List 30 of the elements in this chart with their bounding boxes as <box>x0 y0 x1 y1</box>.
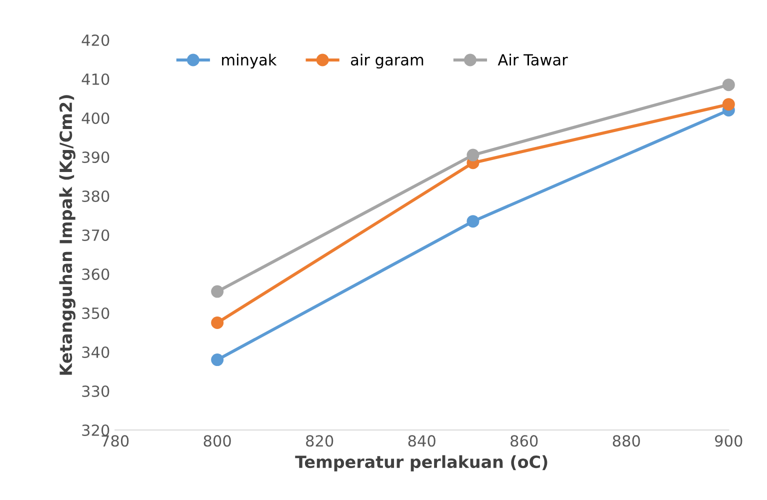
y-tick-label: 380 <box>82 190 110 202</box>
y-tick-label: 410 <box>82 73 110 86</box>
y-tick-label: 360 <box>82 268 110 280</box>
x-tick-label: 900 <box>715 435 742 447</box>
legend-label: Air Tawar <box>498 54 568 66</box>
y-tick-label: 390 <box>82 151 110 164</box>
x-tick-label: 820 <box>306 435 334 447</box>
x-axis-title: Temperatur perlakuan (oC) <box>295 455 548 472</box>
legend-label: air garam <box>350 54 424 69</box>
legend-label: minyak <box>222 54 277 69</box>
x-tick-label: 780 <box>102 435 129 447</box>
y-tick-label: 340 <box>82 346 110 358</box>
point <box>466 215 480 228</box>
y-axis-title: Ketangguhan Impak (Kg/Cm2) <box>59 95 76 375</box>
point <box>211 316 224 329</box>
x-tick-label: 880 <box>612 435 640 447</box>
y-tick-label: 350 <box>82 307 110 320</box>
y-tick-label: 320 <box>82 424 110 436</box>
x-tick-label: 800 <box>204 435 231 447</box>
point <box>722 78 735 92</box>
x-tick-label: 840 <box>408 435 436 447</box>
y-tick-label: 370 <box>82 229 110 242</box>
y-tick-label: 420 <box>82 34 110 46</box>
x-tick-label: 860 <box>510 435 538 447</box>
point <box>466 148 480 162</box>
point <box>722 98 735 111</box>
y-tick-label: 330 <box>82 385 110 398</box>
point <box>211 285 224 298</box>
y-tick-label: 400 <box>82 112 110 124</box>
point <box>211 354 224 366</box>
